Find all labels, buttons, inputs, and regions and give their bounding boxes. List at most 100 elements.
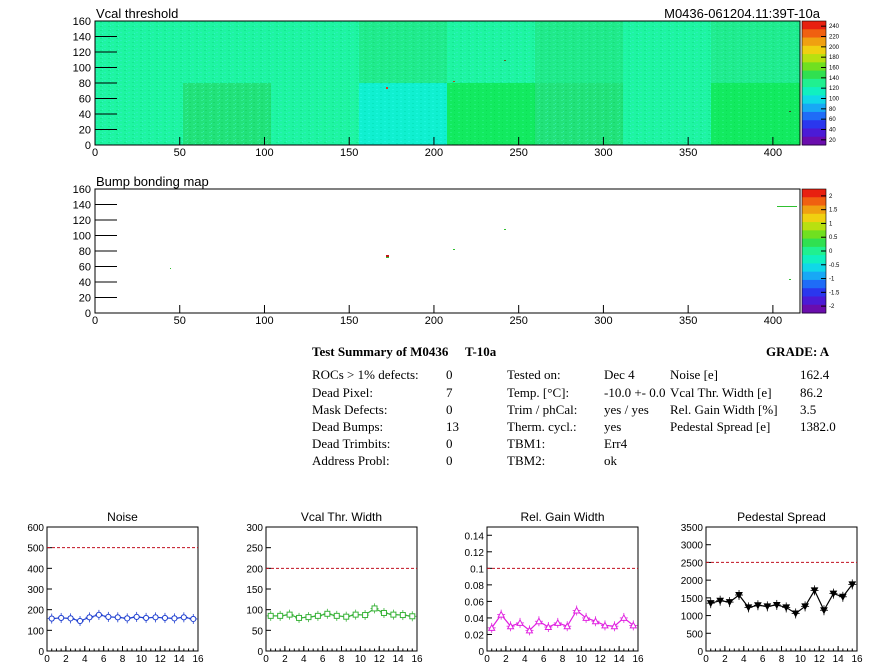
- y-tick-label: 500: [686, 629, 703, 640]
- y-tick-label: 0.08: [465, 581, 485, 592]
- palette-band: [802, 288, 826, 297]
- x-tick-label: 16: [632, 654, 644, 665]
- palette-tick-label: 100: [829, 97, 840, 103]
- data-point: [409, 613, 416, 620]
- data-point: [86, 614, 93, 621]
- palette-band: [802, 136, 826, 146]
- bump-bonding-axes: 0 50 100 150 200 250 300 350 4000204060801001201…: [73, 184, 801, 327]
- palette-band: [802, 230, 826, 240]
- data-point: [820, 607, 828, 615]
- x-tick-label: 12: [155, 654, 167, 665]
- x-tick-label: 50: [174, 147, 186, 159]
- y-tick-label: 0.02: [465, 630, 485, 641]
- y-tick-label: 1500: [681, 594, 704, 605]
- palette-band: [802, 128, 826, 138]
- y-tick-label: 140: [73, 32, 91, 44]
- palette-tick-label: 0: [829, 249, 833, 255]
- x-tick-label: 10: [355, 654, 367, 665]
- module-id-label: M0436-061204.11:39T-10a: [664, 6, 821, 21]
- data-point: [362, 612, 369, 619]
- vcal-threshold-heatmap: [95, 21, 800, 145]
- y-tick-label: 3000: [681, 541, 704, 552]
- bump-bonding-palette: -2 -1.5 -1 -0.5 0 0.5 1 1.5 2: [801, 188, 840, 314]
- x-tick-label: 350: [679, 315, 697, 327]
- data-point: [763, 603, 772, 611]
- data-point: [399, 612, 406, 619]
- y-tick-label: 0: [257, 647, 263, 658]
- x-tick-label: 2: [282, 654, 288, 665]
- series-line: [51, 614, 194, 622]
- y-tick-label: 60: [79, 262, 91, 274]
- palette-band: [802, 87, 826, 96]
- y-tick-label: 200: [27, 606, 44, 617]
- palette-band: [802, 78, 826, 88]
- x-tick-label: 150: [340, 147, 358, 159]
- y-tick-label: 2000: [681, 576, 704, 587]
- palette-band: [802, 45, 826, 55]
- palette-tick-label: 60: [829, 117, 836, 123]
- palette-band: [802, 246, 826, 256]
- bump-bonding-title: Bump bonding map: [96, 174, 209, 189]
- data-point: [582, 613, 590, 621]
- y-tick-label: 100: [73, 231, 91, 243]
- y-tick-label: 80: [79, 246, 91, 258]
- y-tick-label: 40: [79, 277, 91, 289]
- y-tick-label: 3500: [681, 523, 704, 534]
- palette-band: [802, 37, 826, 47]
- palette-band: [802, 238, 826, 248]
- data-point: [772, 601, 781, 609]
- palette-band: [802, 255, 826, 264]
- data-point: [390, 611, 397, 618]
- plot-title: Noise: [107, 510, 138, 524]
- y-tick-label: 300: [246, 523, 263, 534]
- x-tick-label: 2: [722, 654, 728, 665]
- data-point: [161, 614, 169, 622]
- data-point: [277, 612, 284, 619]
- data-point: [791, 610, 800, 618]
- series-line: [270, 607, 413, 619]
- data-point: [305, 614, 312, 621]
- palette-band: [802, 54, 826, 63]
- x-tick-label: 4: [741, 654, 747, 665]
- y-tick-label: 300: [27, 585, 44, 596]
- x-tick-label: 300: [594, 147, 612, 159]
- plot-title: Pedestal Spread: [737, 510, 826, 524]
- data-point: [610, 622, 619, 630]
- data-point: [352, 611, 359, 618]
- data-point: [133, 613, 140, 621]
- palette-band: [802, 213, 826, 223]
- y-tick-label: 0: [85, 140, 91, 152]
- x-tick-label: 4: [301, 654, 307, 665]
- palette-tick-label: 240: [829, 24, 840, 30]
- x-tick-label: 14: [393, 654, 405, 665]
- y-tick-label: 160: [73, 16, 91, 28]
- palette-tick-label: 0.5: [829, 235, 838, 241]
- data-point: [544, 622, 553, 631]
- palette-tick-label: 1.5: [829, 208, 838, 214]
- data-point: [67, 615, 74, 622]
- x-tick-label: 8: [560, 654, 566, 665]
- data-point: [380, 609, 387, 616]
- data-point: [829, 590, 838, 598]
- x-tick-label: 12: [595, 654, 607, 665]
- x-tick-label: 16: [411, 654, 423, 665]
- palette-band: [802, 95, 826, 105]
- palette-tick-label: 20: [829, 138, 836, 144]
- y-tick-label: 0.04: [465, 614, 485, 625]
- palette-band: [802, 111, 826, 121]
- vcal-threshold-axes: 0 50 100 150 200 250 300 350 4000204060801001201…: [73, 16, 801, 159]
- bump-bonding-map: Bump bonding map 0 50 100 150 200 250 300 350 40…: [73, 174, 840, 327]
- y-tick-label: 120: [73, 47, 91, 59]
- data-point: [324, 610, 331, 617]
- palette-band: [802, 62, 826, 72]
- data-point: [314, 612, 321, 619]
- data-point: [848, 581, 857, 589]
- data-point: [487, 623, 496, 631]
- data-point: [572, 606, 581, 614]
- series-line: [491, 609, 634, 632]
- data-point: [525, 626, 534, 634]
- x-tick-label: 0: [263, 654, 269, 665]
- x-tick-label: 250: [509, 147, 527, 159]
- y-tick-label: 0: [697, 647, 703, 658]
